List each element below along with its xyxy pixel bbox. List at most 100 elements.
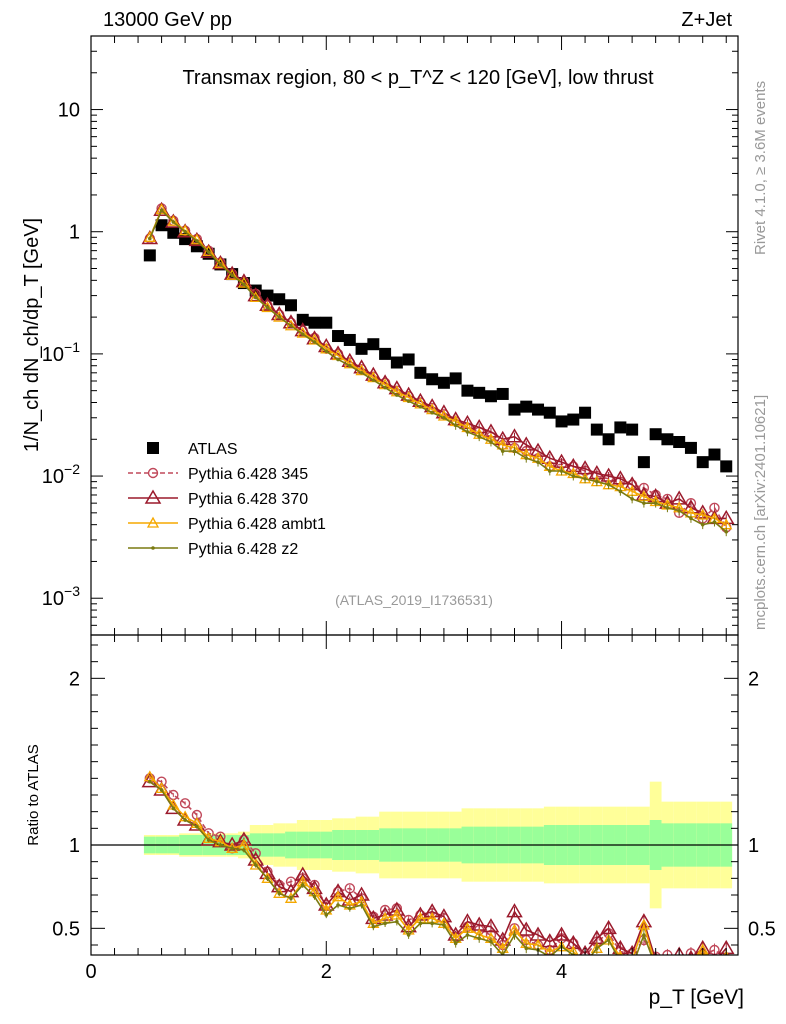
legend-marker bbox=[146, 516, 160, 528]
y-tick-label: 10−3 bbox=[42, 583, 80, 610]
ratio-point bbox=[713, 963, 717, 967]
ratio-point bbox=[171, 806, 176, 811]
data-point bbox=[724, 529, 729, 534]
data-point bbox=[653, 501, 658, 505]
main-plot-title: Transmax region, 80 < p_T^Z < 120 [GeV],… bbox=[182, 67, 654, 89]
data-point bbox=[637, 456, 650, 469]
data-point bbox=[284, 319, 298, 331]
data-point bbox=[630, 497, 634, 501]
legend-label: Pythia 6.428 z2 bbox=[188, 541, 298, 558]
data-point bbox=[332, 330, 345, 343]
data-point bbox=[418, 404, 423, 409]
ratio-point bbox=[674, 946, 685, 955]
data-point bbox=[414, 366, 427, 379]
ratio-point bbox=[489, 939, 493, 944]
x-tick-label: 2 bbox=[321, 961, 332, 983]
data-point bbox=[218, 262, 223, 267]
data-point bbox=[261, 289, 274, 302]
ratio-point bbox=[195, 824, 199, 829]
ratio-point bbox=[630, 965, 634, 969]
data-point bbox=[300, 332, 305, 336]
y-tick-label: 10−1 bbox=[42, 339, 80, 366]
data-point bbox=[395, 393, 399, 397]
data-point bbox=[489, 440, 493, 444]
data-point bbox=[289, 323, 293, 328]
data-point bbox=[684, 441, 697, 454]
data-point bbox=[167, 226, 180, 239]
data-point bbox=[212, 254, 229, 270]
series-pythia-6-428-z2 bbox=[148, 208, 729, 537]
ratio-point bbox=[675, 964, 684, 973]
ratio-point bbox=[206, 838, 211, 842]
legend-entry-pythia-6-428-345: Pythia 6.428 345 bbox=[128, 466, 308, 483]
data-point bbox=[343, 357, 356, 369]
data-point bbox=[206, 250, 211, 254]
data-point bbox=[312, 340, 317, 344]
ratio-point bbox=[580, 958, 590, 967]
data-point bbox=[508, 403, 521, 416]
ratio-point bbox=[583, 962, 587, 966]
data-point bbox=[626, 423, 639, 436]
legend: ATLAS Pythia 6.428 345 Pythia 6.428 370 Pyt… bbox=[128, 441, 326, 558]
ratio-point bbox=[524, 946, 529, 951]
data-point bbox=[265, 305, 270, 310]
header-left-label: 13000 GeV pp bbox=[103, 9, 232, 31]
data-point bbox=[700, 522, 705, 527]
data-point bbox=[202, 245, 215, 257]
main-y-axis-label: 1/N_ch dN_ch/dp_T [GeV] bbox=[21, 218, 43, 452]
data-point bbox=[165, 213, 182, 228]
ratio-point bbox=[159, 788, 164, 792]
data-point bbox=[547, 469, 552, 473]
data-point bbox=[406, 399, 411, 403]
data-point bbox=[708, 448, 721, 461]
data-point bbox=[367, 338, 380, 351]
ratio-point bbox=[553, 926, 570, 941]
data-point bbox=[642, 501, 646, 505]
data-point bbox=[496, 387, 509, 400]
ratio-line-pythia-6-428-z2 bbox=[149, 781, 653, 955]
ratio-point bbox=[371, 924, 376, 929]
data-point bbox=[155, 203, 168, 215]
legend-label: Pythia 6.428 370 bbox=[188, 491, 308, 508]
ratio-point bbox=[579, 944, 591, 955]
series-line-pythia-6-428-z2 bbox=[149, 208, 727, 533]
data-point bbox=[143, 230, 156, 242]
data-point bbox=[720, 460, 733, 473]
ratio-point bbox=[261, 871, 274, 883]
data-point bbox=[614, 421, 627, 434]
data-point bbox=[324, 349, 329, 354]
ratio-point bbox=[383, 921, 387, 926]
data-point bbox=[579, 406, 592, 419]
ratio-point bbox=[406, 933, 411, 937]
data-point bbox=[696, 508, 709, 520]
ratio-point bbox=[651, 960, 661, 969]
data-point bbox=[536, 460, 540, 464]
data-point bbox=[449, 372, 462, 385]
ratio-point bbox=[666, 963, 670, 967]
data-point bbox=[230, 273, 234, 278]
data-point bbox=[167, 214, 180, 226]
data-point bbox=[555, 415, 568, 428]
data-point bbox=[282, 314, 300, 329]
data-point bbox=[559, 469, 564, 473]
data-point bbox=[383, 385, 387, 390]
ratio-point bbox=[662, 958, 672, 967]
ratio-point bbox=[654, 965, 658, 969]
data-point bbox=[590, 423, 603, 436]
ratio-point bbox=[312, 894, 317, 899]
x-tick-label: 0 bbox=[85, 961, 96, 983]
mcplots-reference-label: mcplots.cern.ch [arXiv:2401.10621] bbox=[752, 395, 769, 630]
analysis-watermark: (ATLAS_2019_I1736531) bbox=[335, 592, 493, 608]
data-point bbox=[437, 409, 451, 421]
data-point bbox=[606, 482, 611, 487]
ratio-plot-panel: 0.5 0.5 1 1 2 2 0 2 4 Ratio to ATLAS p_T [GeV] bbox=[25, 634, 776, 1009]
ratio-point bbox=[148, 779, 152, 784]
ratio-point bbox=[285, 876, 297, 887]
data-point bbox=[602, 433, 615, 446]
ratio-y-tick-label-right: 2 bbox=[748, 668, 759, 690]
data-point bbox=[442, 415, 446, 420]
data-point bbox=[477, 434, 482, 439]
series-atlas bbox=[143, 219, 733, 473]
ratio-point bbox=[642, 933, 646, 937]
